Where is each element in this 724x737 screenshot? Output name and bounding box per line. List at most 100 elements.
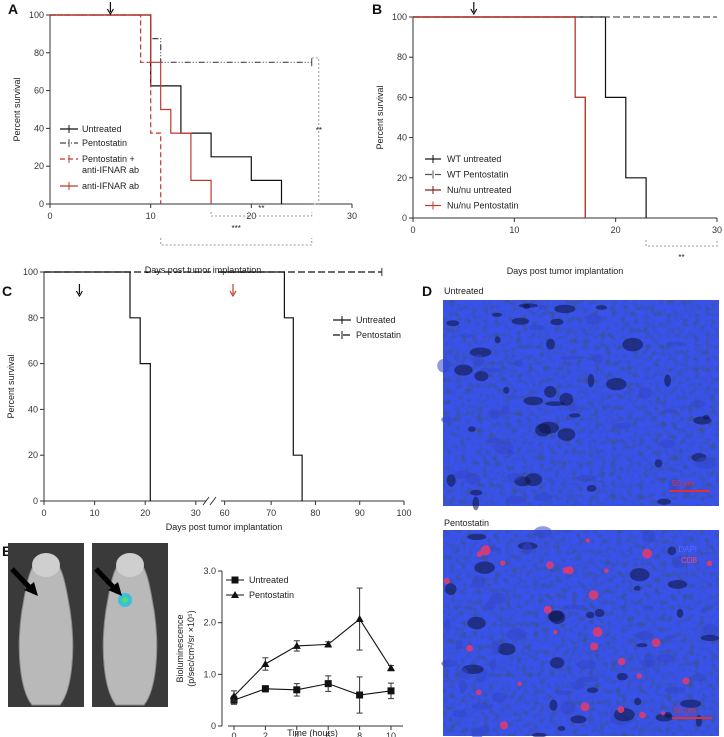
panel-c-ylabel: Percent survival <box>6 354 16 418</box>
panel-e-legend-label: Pentostatin <box>249 590 294 600</box>
micrograph-untreated-nucleus <box>441 416 453 423</box>
panel-b-x-tick-label: 0 <box>410 225 415 235</box>
micrograph-pentostatin-nucleus <box>492 692 506 703</box>
panel-c-legend-label: Untreated <box>356 315 396 325</box>
panel-b-ylabel: Percent survival <box>375 85 385 149</box>
cd8-cell <box>651 638 661 647</box>
micrograph-pentostatin-nucleus <box>560 701 576 715</box>
mouse-photo-pentostatin <box>92 543 168 707</box>
micrograph-pentostatin-nucleus <box>680 699 702 708</box>
micrograph-pentostatin-nucleus <box>441 659 458 668</box>
panel-e-y-tick-label: 0 <box>211 721 216 731</box>
micrograph-untreated-nucleus <box>488 408 501 420</box>
micrograph-untreated-nucleus <box>544 385 557 398</box>
micrograph-pentostatin-nucleus <box>455 639 463 649</box>
panel-a-y-tick-label: 20 <box>34 161 44 171</box>
micrograph-untreated-nucleus <box>491 312 503 317</box>
cd8-cell <box>499 721 509 730</box>
panel-e-point-pentostatin <box>230 692 238 700</box>
panel-e-point-pentostatin <box>355 615 364 623</box>
cd8-cell <box>636 673 642 679</box>
micrograph-untreated-nucleus <box>538 305 548 310</box>
panel-e-point-untreated <box>261 685 269 693</box>
panel-b-letter: B <box>372 1 382 17</box>
micrograph-pentostatin-nucleus <box>671 556 686 569</box>
panel-a-series-line <box>50 14 162 204</box>
panel-a-x-tick-label: 10 <box>146 211 156 221</box>
panel-e-series-line <box>233 618 392 697</box>
cd8-cell <box>617 706 625 713</box>
micrograph-untreated-nucleus <box>559 392 574 406</box>
micrograph-untreated-nucleus <box>569 413 581 418</box>
panel-b-legend-label: WT Pentostatin <box>447 170 508 180</box>
panel-c-x-tick-label: 10 <box>90 508 100 518</box>
micrograph-untreated-nucleus <box>494 336 501 344</box>
micrograph-pentostatin-nucleus <box>570 715 587 724</box>
micrograph-untreated-nucleus <box>554 304 576 314</box>
panel-a-x-tick-label: 0 <box>47 211 52 221</box>
panel-d-title-untreated: Untreated <box>444 286 484 296</box>
panel-b-series-line <box>413 16 586 218</box>
panel-e-point-pentostatin <box>261 660 270 667</box>
panel-a-sig-bracket <box>210 212 313 217</box>
micrograph-pentostatin-nucleus <box>695 715 703 727</box>
micrograph-pentostatin-nucleus <box>667 580 688 589</box>
panel-a-legend-label: anti-IFNAR ab <box>82 181 139 191</box>
panel-a-arrow-head <box>106 8 114 16</box>
micrograph-pentostatin-nucleus <box>640 659 657 668</box>
micrograph-untreated-nucleus <box>546 338 555 350</box>
panel-e-xlabel: Time (hours) <box>287 728 338 737</box>
micrograph-pentostatin-nucleus <box>533 526 552 538</box>
micrograph-pentostatin-nucleus <box>555 690 571 695</box>
micrograph-pentostatin-nucleus <box>633 585 641 591</box>
panel-e-x-tick-label: 6 <box>326 731 331 737</box>
micrograph-pentostatin-nucleus <box>472 575 485 589</box>
panel-a-letter: A <box>8 1 18 17</box>
micrograph-pentostatin-nucleus <box>676 608 684 618</box>
panel-a-y-tick-label: 80 <box>34 48 44 58</box>
panel-a-x-tick-label: 30 <box>347 211 357 221</box>
micrograph-pentostatin-nucleus <box>522 542 533 555</box>
micrograph-pentostatin-nucleus <box>634 697 642 706</box>
micrograph-untreated-texture <box>443 300 719 506</box>
panel-c: C 0 20 40 60 80 100 Percent survival 0 10 20 30 60 70… <box>2 267 412 532</box>
micrograph-untreated-nucleus <box>505 495 527 505</box>
micrograph-pentostatin-nucleus <box>692 673 706 682</box>
cd8-cell <box>592 627 603 637</box>
micrograph-untreated-nucleus <box>472 496 480 511</box>
panel-a-y-tick-label: 40 <box>34 123 44 133</box>
panel-b-y-tick-label: 80 <box>397 52 407 62</box>
micrograph-untreated-nucleus <box>469 347 492 358</box>
panel-e-letter: E <box>2 543 11 559</box>
panel-e-point-untreated <box>356 691 364 699</box>
panel-a-sig-label: *** <box>232 224 241 233</box>
panel-b-legend-label: Nu/nu Pentostatin <box>447 201 519 211</box>
panel-c-x-tick-label: 30 <box>191 508 201 518</box>
panel-c-y-tick-label: 40 <box>28 404 38 414</box>
panel-b-legend-label: Nu/nu untreated <box>447 185 512 195</box>
micrograph-untreated-nucleus <box>534 493 553 502</box>
micrograph-pentostatin-nucleus <box>532 732 547 737</box>
micrograph-untreated-nucleus <box>446 320 460 327</box>
micrograph-pentostatin-nucleus <box>484 600 496 611</box>
micrograph-pentostatin-nucleus <box>444 583 457 595</box>
panel-b-sig-label: ** <box>678 253 684 262</box>
panel-a-sig-label: ** <box>258 204 264 213</box>
panel-d-letter: D <box>422 283 432 299</box>
micrograph-untreated-nucleus <box>557 428 576 441</box>
panel-c-legend-label: Pentostatin <box>356 330 401 340</box>
panel-a-legend-label: anti-IFNAR ab <box>82 165 139 175</box>
micrograph-pentostatin-nucleus <box>458 679 467 693</box>
micrograph-untreated-nucleus <box>454 364 473 376</box>
micrograph-untreated-nucleus <box>507 450 515 456</box>
panel-c-arrow-head <box>75 290 83 298</box>
micrograph-untreated-nucleus <box>575 474 598 482</box>
micrograph-untreated-nucleus <box>612 422 632 429</box>
cd8-cell <box>553 630 558 635</box>
panel-c-x-tick-label: 70 <box>266 508 276 518</box>
micrograph-untreated-nucleus <box>479 367 502 373</box>
micrograph-pentostatin-nucleus <box>629 568 650 582</box>
panel-e-y-tick-label: 1.0 <box>203 669 216 679</box>
panel-b-x-tick-label: 20 <box>611 225 621 235</box>
